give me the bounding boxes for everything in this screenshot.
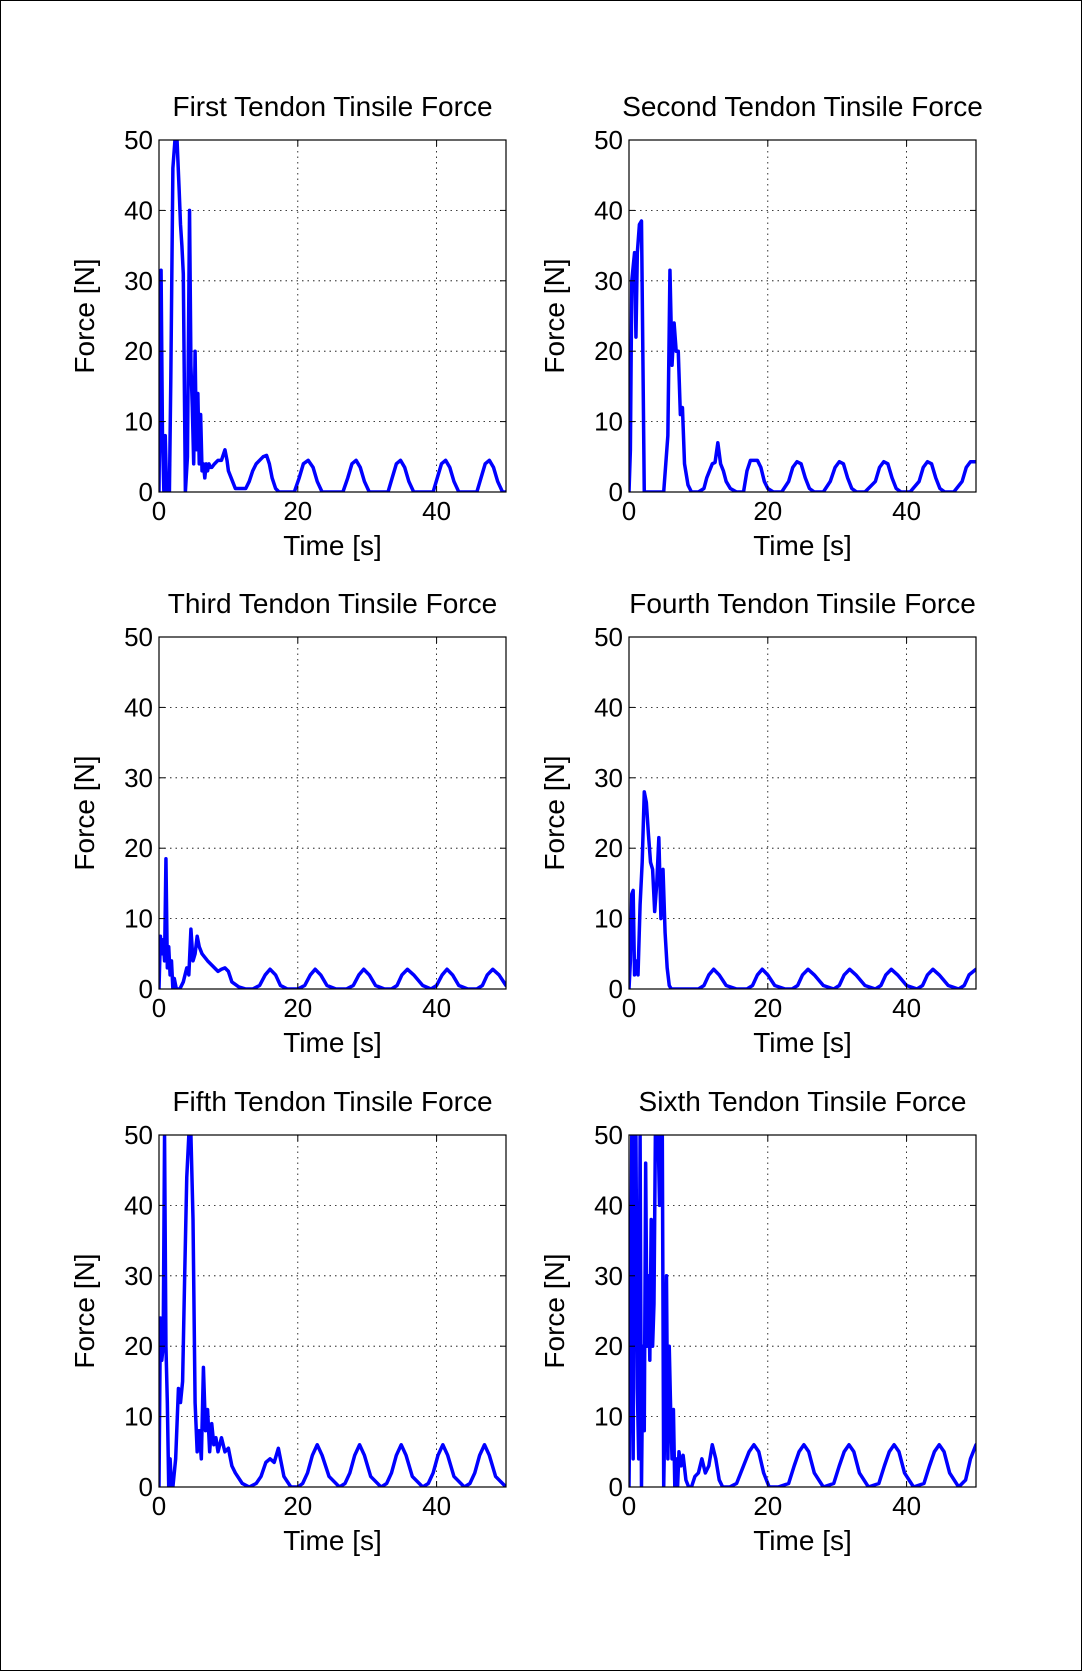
y-axis-label: Force [N] <box>69 258 100 373</box>
y-tick-label: 10 <box>124 407 153 437</box>
y-tick-label: 30 <box>594 266 623 296</box>
chart-title: Fifth Tendon Tinsile Force <box>172 1086 492 1117</box>
y-tick-label: 10 <box>124 1402 153 1432</box>
y-tick-label: 0 <box>139 477 153 507</box>
x-tick-label: 40 <box>892 993 921 1023</box>
x-tick-label: 20 <box>283 496 312 526</box>
series-line-1 <box>159 1135 506 1487</box>
x-tick-label: 0 <box>152 496 166 526</box>
series-line-1 <box>629 1135 976 1487</box>
y-tick-label: 20 <box>594 833 623 863</box>
x-tick-label: 0 <box>622 1491 636 1521</box>
plot-area <box>159 637 506 989</box>
y-tick-label: 0 <box>609 477 623 507</box>
x-tick-label: 40 <box>892 1491 921 1521</box>
subplot-6: 0 20 40 0 10 20 30 40 50 Sixth Tendon Tinsile For… <box>539 1086 977 1556</box>
y-tick-label: 20 <box>124 336 153 366</box>
y-tick-label: 30 <box>594 763 623 793</box>
y-tick-label: 50 <box>594 1120 623 1150</box>
x-axis-label: Time [s] <box>753 1525 852 1556</box>
y-tick-label: 30 <box>124 1261 153 1291</box>
y-tick-label: 10 <box>594 904 623 934</box>
x-tick-label: 0 <box>622 993 636 1023</box>
y-tick-label: 0 <box>609 974 623 1004</box>
subplot-3: 0 20 40 0 10 20 30 40 50 Third Tendon Tinsile For… <box>69 588 507 1058</box>
y-axis-label: Force [N] <box>539 1253 570 1368</box>
series-line-1 <box>629 219 976 492</box>
axes-box <box>628 636 977 990</box>
x-tick-label: 40 <box>892 496 921 526</box>
x-tick-label: 0 <box>622 496 636 526</box>
y-tick-label: 0 <box>139 1472 153 1502</box>
y-tick-label: 40 <box>594 692 623 722</box>
y-tick-label: 40 <box>124 1190 153 1220</box>
chart-title: Second Tendon Tinsile Force <box>622 91 983 122</box>
x-tick-label: 20 <box>753 1491 782 1521</box>
y-tick-label: 30 <box>124 763 153 793</box>
y-tick-label: 20 <box>594 336 623 366</box>
x-axis-label: Time [s] <box>283 1525 382 1556</box>
y-tick-label: 20 <box>124 833 153 863</box>
plot-area <box>629 637 976 989</box>
y-tick-label: 0 <box>139 974 153 1004</box>
subplot-1: 0 20 40 0 10 20 30 40 50 First Tendon Tinsile For… <box>69 91 507 561</box>
plot-area <box>629 1135 976 1487</box>
x-tick-label: 0 <box>152 1491 166 1521</box>
y-tick-label: 50 <box>124 1120 153 1150</box>
y-tick-label: 20 <box>124 1331 153 1361</box>
y-tick-label: 40 <box>594 1190 623 1220</box>
x-tick-label: 0 <box>152 993 166 1023</box>
y-tick-label: 40 <box>124 692 153 722</box>
chart-title: Third Tendon Tinsile Force <box>168 588 497 619</box>
axes-box <box>628 139 977 493</box>
axes-box <box>628 1134 977 1488</box>
chart-title: Sixth Tendon Tinsile Force <box>639 1086 967 1117</box>
x-tick-label: 20 <box>283 1491 312 1521</box>
y-tick-label: 50 <box>124 622 153 652</box>
x-axis-label: Time [s] <box>283 1027 382 1058</box>
y-tick-label: 50 <box>594 125 623 155</box>
plot-area <box>629 140 976 492</box>
y-tick-label: 10 <box>594 1402 623 1432</box>
y-tick-label: 10 <box>124 904 153 934</box>
series-line-1 <box>629 790 976 989</box>
y-axis-label: Force [N] <box>539 755 570 870</box>
x-axis-label: Time [s] <box>753 530 852 561</box>
y-tick-label: 50 <box>124 125 153 155</box>
y-tick-label: 0 <box>609 1472 623 1502</box>
x-axis-label: Time [s] <box>753 1027 852 1058</box>
axes-box <box>158 636 507 990</box>
plot-area <box>159 1135 506 1487</box>
x-tick-label: 40 <box>422 496 451 526</box>
y-axis-label: Force [N] <box>69 1253 100 1368</box>
y-tick-label: 10 <box>594 407 623 437</box>
axes-box <box>158 1134 507 1488</box>
x-tick-label: 20 <box>283 993 312 1023</box>
chart-title: First Tendon Tinsile Force <box>172 91 492 122</box>
x-tick-label: 20 <box>753 496 782 526</box>
y-tick-label: 40 <box>594 195 623 225</box>
y-tick-label: 40 <box>124 195 153 225</box>
x-axis-label: Time [s] <box>283 530 382 561</box>
y-tick-label: 30 <box>124 266 153 296</box>
y-axis-label: Force [N] <box>539 258 570 373</box>
x-tick-label: 20 <box>753 993 782 1023</box>
y-tick-label: 20 <box>594 1331 623 1361</box>
plot-area <box>159 140 506 492</box>
axes-box <box>158 139 507 493</box>
y-axis-label: Force [N] <box>69 755 100 870</box>
y-tick-label: 30 <box>594 1261 623 1291</box>
x-tick-label: 40 <box>422 1491 451 1521</box>
x-tick-label: 40 <box>422 993 451 1023</box>
subplot-5: 0 20 40 0 10 20 30 40 50 Fifth Tendon Tinsile For… <box>69 1086 507 1556</box>
series-line-1 <box>159 140 506 492</box>
y-tick-label: 50 <box>594 622 623 652</box>
chart-title: Fourth Tendon Tinsile Force <box>629 588 976 619</box>
